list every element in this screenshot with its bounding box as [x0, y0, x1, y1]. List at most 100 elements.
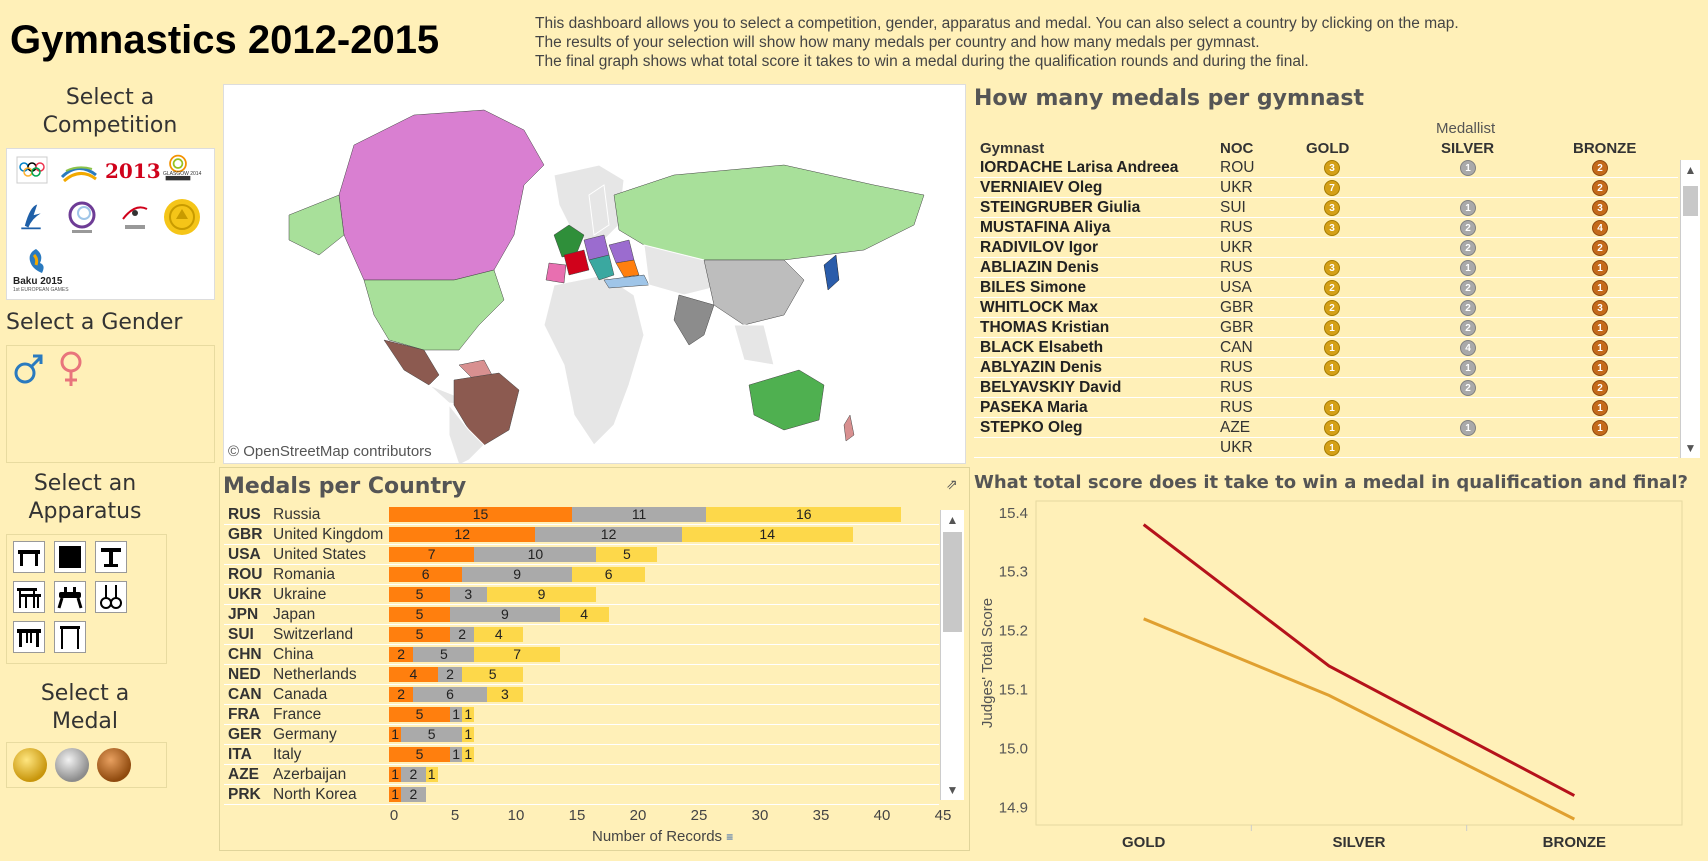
- bronze-bar-segment[interactable]: 1: [462, 727, 475, 742]
- gold-bar-segment[interactable]: 1: [389, 767, 402, 782]
- gold-bar-segment[interactable]: 5: [389, 747, 450, 762]
- table-row[interactable]: BELYAVSKIY David RUS 2 2: [974, 378, 1678, 398]
- bronze-bar-segment[interactable]: 16: [706, 507, 902, 522]
- european-championships-logo[interactable]: [117, 199, 153, 235]
- table-row[interactable]: IORDACHE Larisa Andreea ROU 3 1 2: [974, 158, 1678, 178]
- map-credit[interactable]: © OpenStreetMap contributors: [228, 443, 432, 460]
- gold-bar-segment[interactable]: 12: [389, 527, 536, 542]
- table-row[interactable]: THOMAS Kristian GBR 1 2 1: [974, 318, 1678, 338]
- bronze-bar-segment[interactable]: 1: [462, 747, 475, 762]
- bronze-bar-segment[interactable]: 1: [462, 707, 475, 722]
- silver-bar-segment[interactable]: 2: [450, 627, 475, 642]
- beam-icon[interactable]: [95, 541, 127, 573]
- glasgow-world-cup-logo[interactable]: [62, 199, 102, 237]
- gold-bar-segment[interactable]: 15: [389, 507, 572, 522]
- gold-emblem-logo[interactable]: [162, 197, 202, 237]
- bronze-bar-segment[interactable]: 6: [572, 567, 646, 582]
- london-2012-logo[interactable]: [14, 155, 50, 185]
- male-icon[interactable]: [13, 352, 45, 386]
- silver-bar-segment[interactable]: 2: [401, 767, 426, 782]
- medals-per-country-scrollbar[interactable]: ▲ ▼: [940, 510, 964, 800]
- silver-bar-segment[interactable]: 12: [535, 527, 682, 542]
- bronze-bar-segment[interactable]: 1: [425, 767, 438, 782]
- country-row[interactable]: SUI Switzerland 5 2 4: [224, 625, 939, 645]
- silver-bar-segment[interactable]: 9: [450, 607, 560, 622]
- silver-bar-segment[interactable]: 5: [413, 647, 475, 662]
- floor-icon[interactable]: [54, 541, 86, 573]
- world-championships-2014-logo[interactable]: [58, 157, 100, 187]
- col-bronze[interactable]: BRONZE: [1573, 140, 1637, 157]
- silver-bar-segment[interactable]: 1: [450, 747, 463, 762]
- gold-bar-segment[interactable]: 5: [389, 627, 450, 642]
- scroll-down-icon[interactable]: ▼: [946, 783, 959, 797]
- country-row[interactable]: CHN China 2 5 7: [224, 645, 939, 665]
- country-row[interactable]: ITA Italy 5 1 1: [224, 745, 939, 765]
- silver-bar-segment[interactable]: 5: [401, 727, 463, 742]
- country-row[interactable]: CAN Canada 2 6 3: [224, 685, 939, 705]
- gymnast-table-scrollbar[interactable]: ▲ ▼: [1680, 160, 1700, 458]
- table-row[interactable]: BLACK Elsabeth CAN 1 4 1: [974, 338, 1678, 358]
- country-row[interactable]: ROU Romania 6 9 6: [224, 565, 939, 585]
- table-row[interactable]: UKR 1: [974, 438, 1678, 458]
- table-row[interactable]: VERNIAIEV Oleg UKR 7 2: [974, 178, 1678, 198]
- glasgow-2014-logo[interactable]: [160, 153, 196, 183]
- bronze-bar-segment[interactable]: 5: [596, 547, 658, 562]
- gold-bar-segment[interactable]: 2: [389, 647, 414, 662]
- col-gymnast[interactable]: Gymnast: [980, 140, 1045, 157]
- scroll-up-icon[interactable]: ▲: [1684, 163, 1697, 177]
- bronze-bar-segment[interactable]: 14: [681, 527, 853, 542]
- table-row[interactable]: ABLYAZIN Denis RUS 1 1 1: [974, 358, 1678, 378]
- gold-bar-segment[interactable]: 6: [389, 567, 463, 582]
- gymnastics-federation-logo[interactable]: [16, 201, 46, 231]
- silver-bar-segment[interactable]: 10: [474, 547, 597, 562]
- parallel-bars-icon[interactable]: [13, 581, 45, 613]
- gold-bar-segment[interactable]: 7: [389, 547, 475, 562]
- silver-bar-segment[interactable]: 2: [401, 787, 426, 802]
- scroll-down-icon[interactable]: ▼: [1684, 441, 1697, 455]
- bronze-bar-segment[interactable]: 5: [462, 667, 524, 682]
- gold-bar-segment[interactable]: 1: [389, 787, 402, 802]
- 2013-championships-logo[interactable]: 2013: [105, 159, 161, 183]
- silver-bar-segment[interactable]: 9: [462, 567, 572, 582]
- series-line-0[interactable]: [1142, 523, 1576, 797]
- bronze-bar-segment[interactable]: 3: [486, 687, 524, 702]
- world-map[interactable]: © OpenStreetMap contributors: [223, 84, 966, 464]
- bronze-bar-segment[interactable]: 4: [474, 627, 524, 642]
- bronze-bar-segment[interactable]: 4: [559, 607, 609, 622]
- bronze-medal-icon[interactable]: [97, 748, 131, 782]
- table-row[interactable]: STEINGRUBER Giulia SUI 3 1 3: [974, 198, 1678, 218]
- rings-icon[interactable]: [95, 581, 127, 613]
- table-row[interactable]: MUSTAFINA Aliya RUS 3 2 4: [974, 218, 1678, 238]
- country-row[interactable]: RUS Russia 15 11 16: [224, 505, 939, 525]
- silver-bar-segment[interactable]: 6: [413, 687, 487, 702]
- female-icon[interactable]: [57, 350, 85, 390]
- country-row[interactable]: USA United States 7 10 5: [224, 545, 939, 565]
- table-row[interactable]: ABLIAZIN Denis RUS 3 1 1: [974, 258, 1678, 278]
- country-row[interactable]: FRA France 5 1 1: [224, 705, 939, 725]
- sort-icon[interactable]: ≡: [726, 830, 734, 844]
- table-row[interactable]: WHITLOCK Max GBR 2 2 3: [974, 298, 1678, 318]
- baku-2015-logo[interactable]: [22, 247, 50, 275]
- pommel-horse-icon[interactable]: [54, 581, 86, 613]
- scroll-thumb[interactable]: [943, 532, 962, 632]
- country-row[interactable]: GER Germany 1 5 1: [224, 725, 939, 745]
- country-row[interactable]: NED Netherlands 4 2 5: [224, 665, 939, 685]
- gold-bar-segment[interactable]: 4: [389, 667, 438, 682]
- col-silver[interactable]: SILVER: [1441, 140, 1495, 157]
- country-row[interactable]: JPN Japan 5 9 4: [224, 605, 939, 625]
- table-row[interactable]: RADIVILOV Igor UKR 2 2: [974, 238, 1678, 258]
- silver-medal-icon[interactable]: [55, 748, 89, 782]
- col-gold[interactable]: GOLD: [1306, 140, 1350, 157]
- gold-bar-segment[interactable]: 5: [389, 707, 450, 722]
- country-row[interactable]: UKR Ukraine 5 3 9: [224, 585, 939, 605]
- gold-bar-segment[interactable]: 2: [389, 687, 414, 702]
- series-line-1[interactable]: [1143, 617, 1576, 821]
- scroll-thumb[interactable]: [1683, 186, 1698, 216]
- country-row[interactable]: GBR United Kingdom 12 12 14: [224, 525, 939, 545]
- gold-bar-segment[interactable]: 1: [389, 727, 402, 742]
- bronze-bar-segment[interactable]: 7: [474, 647, 560, 662]
- bronze-bar-segment[interactable]: 9: [486, 587, 597, 602]
- table-row[interactable]: PASEKA Maria RUS 1 1: [974, 398, 1678, 418]
- silver-bar-segment[interactable]: 3: [450, 587, 487, 602]
- table-row[interactable]: STEPKO Oleg AZE 1 1 1: [974, 418, 1678, 438]
